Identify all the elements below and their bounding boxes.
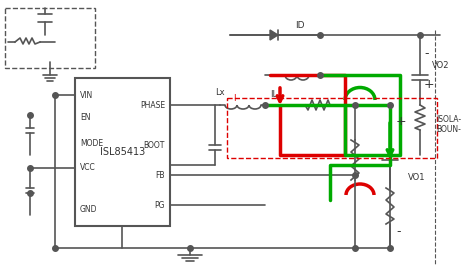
Bar: [75, 78, 170, 226]
Bar: [5, 8, 95, 68]
Text: FB: FB: [155, 171, 165, 180]
Text: VO1: VO1: [408, 173, 426, 182]
Text: ID: ID: [295, 21, 304, 30]
Polygon shape: [270, 30, 278, 40]
Text: BOOT: BOOT: [144, 140, 165, 149]
Text: -: -: [424, 47, 428, 60]
Text: +: +: [396, 115, 407, 128]
Text: MODE: MODE: [80, 139, 103, 148]
Text: -: -: [396, 225, 401, 238]
Text: ISL85413: ISL85413: [100, 147, 145, 157]
Text: GND: GND: [80, 206, 98, 214]
Bar: [227, 98, 437, 158]
Text: PG: PG: [155, 201, 165, 210]
Text: VO2: VO2: [432, 61, 449, 70]
Text: VIN: VIN: [80, 90, 93, 99]
Text: IL: IL: [270, 90, 277, 99]
Text: +: +: [424, 78, 435, 91]
Text: EN: EN: [80, 114, 91, 123]
Text: I: I: [233, 94, 236, 103]
Text: ISOLA-
BOUN-: ISOLA- BOUN-: [436, 115, 461, 134]
Text: PHASE: PHASE: [140, 101, 165, 110]
Text: VCC: VCC: [80, 164, 96, 172]
Text: Lx: Lx: [215, 88, 225, 97]
